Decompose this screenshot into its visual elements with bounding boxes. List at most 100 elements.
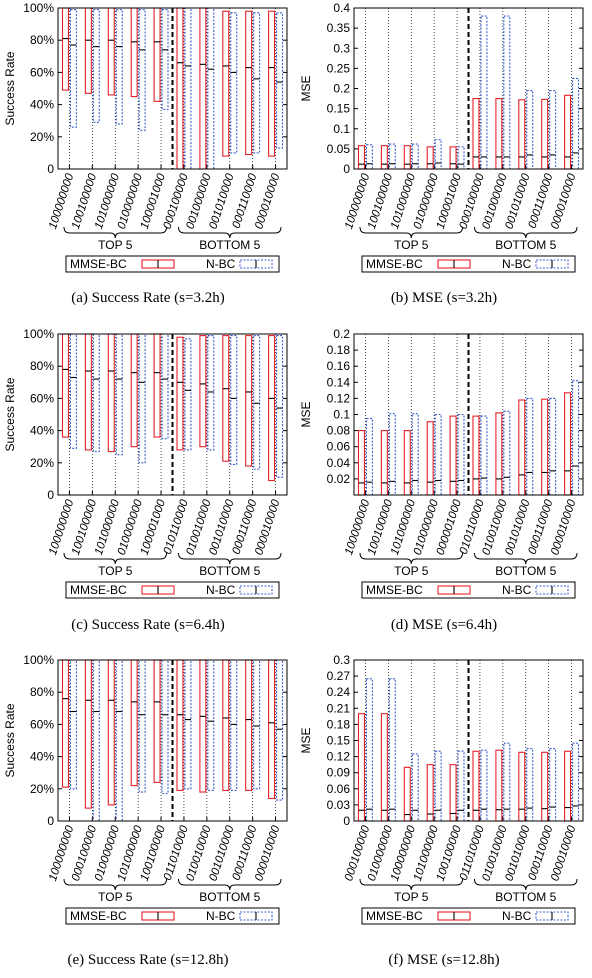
mmse-bc-box (245, 335, 253, 467)
mmse-bc-box (357, 430, 365, 496)
y-tick-label: 0.3 (333, 653, 350, 667)
n-bc-box (571, 77, 580, 170)
n-bc-box (161, 9, 169, 110)
y-tick-label: 100% (23, 1, 54, 15)
panel-a-success-rate: 0 20% 40% 60% 80% 100% Success Rate 100000000 10… (0, 0, 296, 280)
mmse-bc-box (245, 10, 253, 156)
n-bc-box (388, 143, 396, 170)
n-bc-box (549, 397, 557, 496)
y-axis-label: Success Rate (3, 703, 17, 777)
n-bc-box (253, 335, 261, 470)
group-brace (178, 878, 282, 891)
legend-box (361, 255, 576, 273)
n-bc-box (365, 678, 373, 822)
legend-label-n-bc: N-BC (502, 257, 532, 271)
legend-label-mmse-bc: MMSE-BC (366, 909, 423, 923)
n-bc-box (571, 380, 580, 496)
y-axis-label: MSE (299, 401, 313, 427)
mmse-bc-box (495, 412, 503, 496)
group-brace (359, 878, 463, 891)
y-tick-label: 0.18 (327, 343, 351, 357)
n-bc-box (480, 15, 488, 170)
y-axis-label: MSE (299, 727, 313, 753)
mmse-bc-box (472, 98, 480, 170)
n-bc-box (480, 415, 488, 496)
mmse-bc-box (176, 659, 184, 791)
group-brace (359, 226, 463, 239)
mmse-bc-box (426, 421, 434, 496)
y-tick-label: 100% (23, 327, 54, 341)
legend-label-mmse-bc: MMSE-BC (70, 909, 127, 923)
mmse-bc-box (222, 10, 230, 157)
mmse-bc-box (495, 749, 503, 822)
n-bc-box (503, 410, 511, 496)
mmse-bc-box (222, 335, 230, 462)
legend-box (65, 907, 280, 925)
y-tick-label: 0 (47, 814, 54, 828)
y-tick-label: 0.27 (327, 669, 351, 683)
caption-d: (d) MSE (s=6.4h) (390, 617, 498, 633)
y-tick-label: 0 (47, 488, 54, 502)
group-label: TOP 5 (394, 890, 429, 904)
mmse-bc-box (245, 659, 253, 791)
group-label: TOP 5 (98, 890, 133, 904)
y-tick-label: 0.14 (327, 375, 351, 389)
n-bc-box (161, 333, 169, 440)
panel-f-mse: 0 0.03 0.06 0.09 0.12 0.15 0.18 0.21 0.24 0.27 0.3… (296, 652, 592, 932)
y-tick-label: 0 (47, 162, 54, 176)
mmse-bc-box (61, 333, 69, 438)
mmse-bc-box (426, 146, 434, 170)
panel-c-success-rate: 0 20% 40% 60% 80% 100% Success Rate 100000000 10… (0, 326, 296, 606)
caption-e: (e) Success Rate (s=12.8h) (67, 952, 229, 968)
y-tick-label: 60% (30, 391, 54, 405)
n-bc-box (207, 659, 215, 791)
mmse-bc-box (403, 766, 411, 822)
group-label: TOP 5 (98, 238, 133, 252)
n-bc-box (388, 413, 396, 496)
mmse-bc-box (130, 333, 138, 448)
n-bc-box (115, 659, 123, 822)
y-tick-label: 80% (30, 33, 54, 47)
mmse-bc-box (449, 415, 457, 496)
y-tick-label: 0.06 (327, 782, 351, 796)
y-tick-label: 0.03 (327, 798, 351, 812)
mmse-bc-box (176, 7, 184, 170)
n-bc-box (69, 659, 77, 790)
y-tick-label: 20% (30, 130, 54, 144)
n-bc-box (457, 146, 465, 170)
y-tick-label: 20% (30, 782, 54, 796)
mmse-bc-box (222, 659, 230, 791)
y-tick-label: 40% (30, 424, 54, 438)
y-tick-label: 80% (30, 685, 54, 699)
y-tick-label: 0.06 (327, 440, 351, 454)
mmse-bc-box (541, 398, 549, 496)
n-bc-box (526, 748, 534, 822)
group-label: BOTTOM 5 (495, 238, 556, 252)
n-bc-box (138, 659, 146, 793)
y-tick-label: 0.02 (327, 472, 351, 486)
n-bc-box (480, 749, 488, 822)
n-bc-box (388, 678, 396, 822)
mmse-bc-box (61, 659, 69, 788)
mmse-bc-box (176, 336, 184, 451)
mmse-bc-box (541, 751, 549, 822)
mmse-bc-box (449, 764, 457, 822)
mmse-bc-box (107, 7, 115, 96)
y-tick-label: 60% (30, 65, 54, 79)
group-label: TOP 5 (98, 564, 133, 578)
n-bc-box (92, 9, 100, 123)
y-tick-label: 100% (23, 653, 54, 667)
mmse-bc-box (426, 764, 434, 822)
panel-d-mse: 0.02 0.04 0.06 0.08 0.1 0.12 0.14 0.16 0.18 0.2 MS… (296, 326, 592, 606)
plot-frame (353, 7, 584, 170)
caption-f: (f) MSE (s=12.8h) (388, 952, 500, 968)
n-bc-box (138, 333, 146, 464)
legend-label-mmse-bc: MMSE-BC (70, 583, 127, 597)
y-tick-label: 0.08 (327, 424, 351, 438)
mmse-bc-box (518, 751, 526, 822)
group-brace (474, 226, 578, 239)
n-bc-box (184, 7, 192, 170)
y-tick-label: 0.15 (327, 102, 351, 116)
y-tick-label: 0.15 (327, 734, 351, 748)
legend-box (65, 255, 280, 273)
